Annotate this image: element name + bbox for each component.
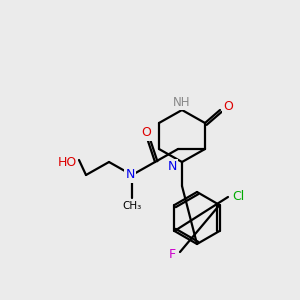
Text: N: N <box>125 169 135 182</box>
Text: O: O <box>141 127 151 140</box>
Text: N: N <box>167 160 177 173</box>
Text: CH₃: CH₃ <box>122 201 142 211</box>
Text: HO: HO <box>57 155 76 169</box>
Text: NH: NH <box>173 95 191 109</box>
Text: Cl: Cl <box>232 190 244 203</box>
Text: F: F <box>168 248 175 260</box>
Text: O: O <box>223 100 233 113</box>
